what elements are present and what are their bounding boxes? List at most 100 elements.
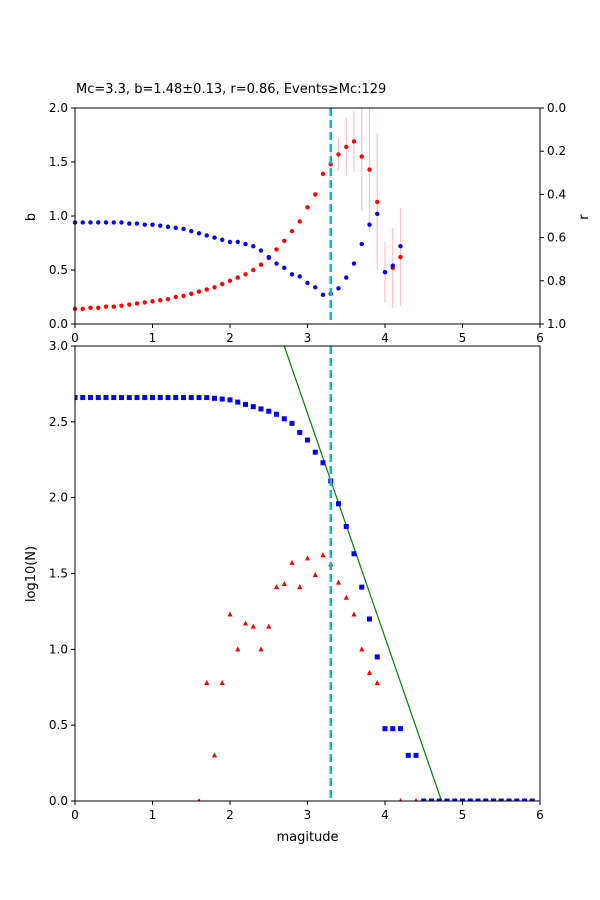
cumulative-point	[436, 798, 442, 801]
y-tick-label: 1.0	[49, 642, 68, 656]
cumulative-point	[467, 798, 473, 801]
b-value-point	[150, 299, 155, 304]
cumulative-point	[134, 395, 140, 401]
b-value-point	[251, 267, 256, 273]
noncumulative-point	[312, 572, 318, 578]
r-value-point	[212, 235, 217, 240]
cumulative-point	[181, 395, 186, 401]
b-value-point	[359, 154, 364, 159]
y2-tick-label: 0.2	[547, 144, 566, 158]
r-value-point	[150, 222, 155, 227]
y-tick-label: 0.0	[49, 794, 68, 808]
b-value-point	[96, 305, 101, 310]
b-value-point	[305, 205, 310, 210]
cumulative-point	[506, 798, 512, 801]
r-value-point	[274, 261, 279, 266]
r-value-point	[80, 220, 85, 225]
r-value-point	[142, 222, 147, 227]
b-value-point	[134, 301, 140, 306]
r-value-point	[181, 226, 186, 232]
r-value-point	[382, 269, 388, 275]
y-tick-label: 2.0	[49, 101, 68, 115]
cumulative-point	[374, 654, 380, 660]
r-value-point	[227, 239, 233, 245]
noncumulative-point	[351, 611, 357, 617]
y-tick-label: 1.5	[49, 155, 68, 169]
cumulative-point	[491, 798, 496, 801]
b-value-point	[181, 293, 186, 299]
noncumulative-point	[211, 752, 218, 758]
cumulative-point	[235, 399, 241, 405]
cumulative-point	[142, 395, 148, 401]
cumulative-point	[390, 726, 396, 732]
b-value-point	[127, 302, 132, 307]
noncumulative-point	[335, 579, 342, 585]
top-right-y-axis: 0.0 0.2 0.4 0.6 0.8 1.0	[540, 101, 566, 331]
r-value-point	[88, 220, 93, 225]
cumulative-point	[150, 395, 155, 401]
cumulative-point	[75, 395, 78, 401]
cumulative-point	[165, 395, 171, 401]
noncumulative-point	[197, 798, 201, 801]
cumulative-point	[498, 798, 504, 801]
cumulative-point	[103, 395, 109, 401]
noncumulative-point	[219, 680, 225, 686]
b-value-point	[336, 152, 341, 157]
cumulative-point	[111, 395, 117, 401]
r-value-point	[189, 228, 194, 234]
y2-tick-label: 0.0	[547, 101, 566, 115]
cumulative-point	[80, 395, 86, 401]
top-left-y-axis: 0.0 0.5 1.0 1.5 2.0	[49, 101, 75, 331]
b-value-chart: Mc=3.3, b=1.48±0.13, r=0.86, Events≥Mc:1…	[24, 82, 592, 345]
b-value-point	[235, 275, 240, 280]
cumulative-point	[398, 726, 403, 732]
r-value-point	[320, 292, 326, 298]
x-tick-label: 3	[304, 331, 312, 345]
r-value-point	[251, 244, 256, 249]
noncumulative-point	[320, 552, 326, 558]
fit-line	[283, 346, 443, 801]
cumulative-point	[514, 798, 520, 801]
r-value-point	[351, 261, 357, 266]
b-value-point	[142, 300, 147, 305]
chart-title: Mc=3.3, b=1.48±0.13, r=0.86, Events≥Mc:1…	[76, 82, 386, 97]
x-tick-label: 5	[459, 331, 467, 345]
x-tick-label: 0	[71, 808, 79, 822]
cumulative-point	[343, 523, 349, 529]
cumulative-point	[483, 798, 489, 801]
x-tick-label: 2	[226, 808, 234, 822]
top-right-y-axis-label: r	[577, 214, 592, 220]
r-value-point	[289, 272, 295, 277]
b-value-point	[103, 304, 109, 309]
r-value-point	[173, 225, 178, 231]
cumulative-point	[219, 396, 225, 402]
b-value-point	[119, 303, 124, 308]
noncumulative-point	[266, 623, 272, 629]
r-value-point	[111, 220, 116, 225]
cumulative-point	[212, 395, 217, 401]
noncumulative-point	[359, 646, 365, 652]
cumulative-point	[305, 437, 310, 443]
b-value-point	[220, 281, 225, 287]
b-value-point	[344, 144, 349, 150]
bottom-clip-group	[75, 346, 535, 801]
cumulative-point	[243, 401, 248, 407]
b-value-point	[289, 228, 295, 234]
r-value-point	[96, 220, 101, 225]
cumulative-point	[188, 395, 194, 401]
cumulative-point	[382, 726, 388, 732]
cumulative-point	[289, 420, 295, 426]
bottom-x-axis: 0 1 2 3 4 5 6	[71, 801, 544, 822]
noncumulative-point	[242, 620, 249, 626]
cumulative-point	[522, 798, 527, 801]
b-value-point	[313, 192, 318, 197]
noncumulative-point	[297, 584, 303, 590]
cumulative-point	[196, 395, 202, 401]
cumulative-point	[173, 395, 179, 401]
noncumulative-point	[273, 584, 280, 590]
cumulative-point	[88, 395, 93, 401]
r-value-point	[165, 224, 171, 229]
r-value-point	[243, 241, 248, 247]
y-tick-label: 1.0	[49, 209, 68, 223]
